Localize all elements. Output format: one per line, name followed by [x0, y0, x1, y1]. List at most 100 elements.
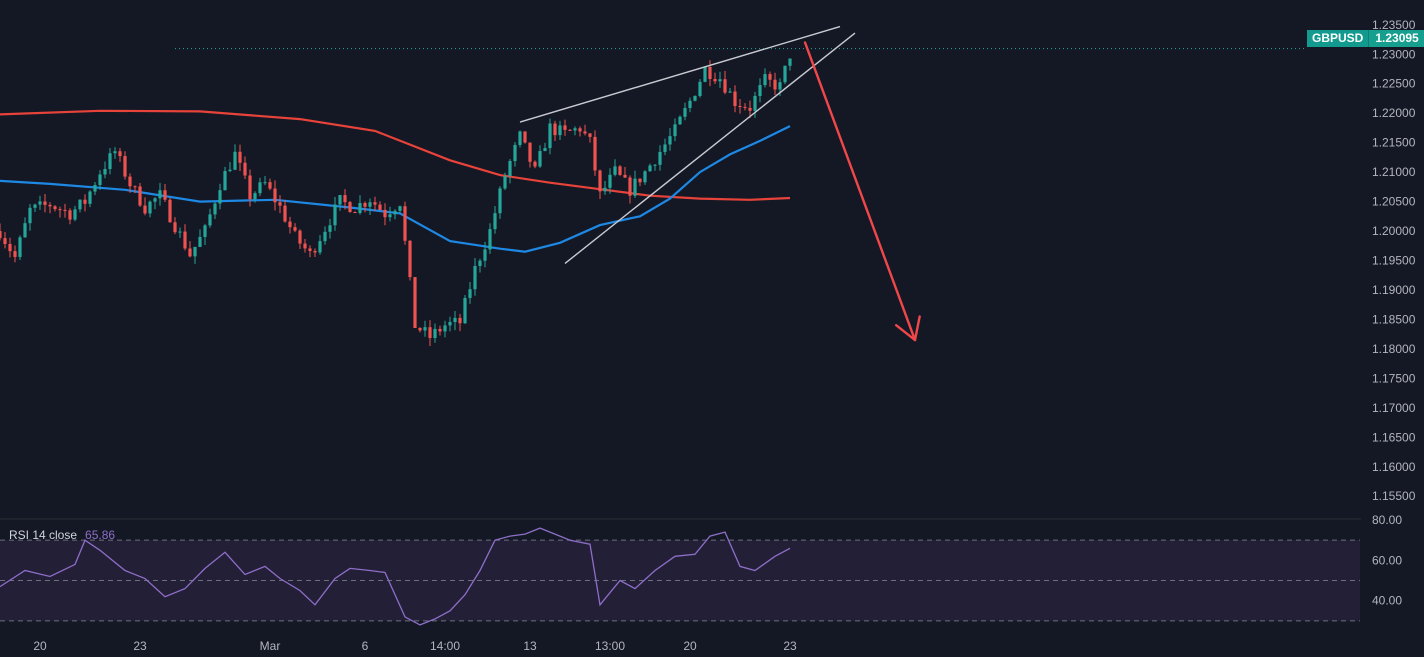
candle-body: [138, 186, 142, 206]
candle-body: [133, 186, 137, 188]
candle-body: [618, 166, 622, 175]
candle-body: [718, 79, 722, 82]
candle-body: [38, 201, 42, 205]
candle-body: [613, 166, 617, 175]
candle-body: [488, 229, 492, 250]
candle-body: [443, 325, 447, 332]
candle-body: [698, 81, 702, 96]
wedge-trendline: [564, 32, 856, 264]
candle-body: [218, 190, 222, 204]
candle-body: [773, 79, 777, 90]
candle-body: [23, 223, 27, 238]
candle-body: [753, 95, 757, 111]
candle-body: [623, 174, 627, 178]
rsi-legend-label: RSI 14 close: [9, 528, 78, 542]
moving-average-fast: [0, 125, 791, 253]
candle-body: [458, 317, 462, 324]
price-tick-label: 1.18000: [1372, 342, 1416, 356]
candle-body: [208, 214, 212, 226]
time-tick-label: 20: [683, 639, 697, 653]
candle-body: [363, 203, 367, 207]
candle-body: [573, 128, 577, 131]
candle-body: [163, 190, 167, 200]
candle-body: [663, 144, 667, 152]
candle-body: [13, 251, 17, 257]
candle-body: [708, 67, 712, 79]
candle-body: [648, 165, 652, 172]
candle-body: [338, 195, 342, 205]
candle-body: [583, 131, 587, 134]
price-tick-label: 1.15500: [1372, 489, 1416, 503]
candle-body: [528, 142, 532, 162]
candle-body: [493, 213, 497, 230]
candle-body: [783, 65, 787, 83]
candle-body: [763, 74, 767, 86]
candle-body: [263, 182, 267, 184]
candle-body: [313, 250, 317, 253]
candle-body: [678, 116, 682, 125]
candle-body: [253, 193, 257, 200]
candle-body: [88, 191, 92, 204]
candle-body: [523, 131, 527, 143]
rsi-line: [0, 527, 791, 626]
time-tick-label: 20: [33, 639, 47, 653]
candle-body: [768, 74, 772, 80]
candle-body: [8, 243, 12, 252]
candle-body: [28, 207, 32, 224]
candle-body: [743, 106, 747, 108]
candle-body: [248, 175, 252, 200]
candle-body: [3, 238, 7, 244]
moving-average-slow: [0, 109, 791, 201]
candle-body: [433, 328, 437, 339]
candle-body: [128, 176, 132, 187]
candle-body: [563, 125, 567, 130]
candle-body: [93, 184, 97, 192]
candle-body: [778, 82, 782, 90]
candle-body: [643, 171, 647, 183]
candle-body: [378, 204, 382, 210]
candle-body: [713, 78, 717, 82]
candle-body: [498, 188, 502, 214]
candle-body: [153, 198, 157, 202]
price-tick-label: 1.17000: [1372, 401, 1416, 415]
candle-body: [43, 201, 47, 205]
candle-body: [303, 243, 307, 249]
candle-body: [468, 289, 472, 298]
candle-body: [553, 123, 557, 136]
price-tick-label: 1.16500: [1372, 430, 1416, 444]
candle-body: [53, 206, 57, 210]
bearish-arrow-head: [894, 315, 921, 342]
price-tick-label: 1.21000: [1372, 165, 1416, 179]
price-tick-label: 1.19000: [1372, 283, 1416, 297]
candle-body: [758, 85, 762, 96]
price-tick-label: 1.20000: [1372, 224, 1416, 238]
candle-body: [298, 230, 302, 244]
candle-body: [413, 277, 417, 328]
candle-body: [388, 214, 392, 218]
time-tick-label: 23: [133, 639, 147, 653]
price-tick-label: 1.22000: [1372, 106, 1416, 120]
candle-body: [213, 203, 217, 215]
price-tick-label: 1.19500: [1372, 254, 1416, 268]
candle-body: [148, 201, 152, 214]
candle-body: [33, 204, 37, 208]
bearish-arrow-shaft: [803, 41, 917, 342]
candle-body: [653, 164, 657, 166]
price-tick-label: 1.23500: [1372, 18, 1416, 32]
wedge-trendline: [519, 25, 841, 123]
candle-body: [228, 169, 232, 172]
candle-body: [333, 204, 337, 226]
candle-body: [98, 174, 102, 185]
candle-body: [288, 221, 292, 228]
candle-body: [543, 148, 547, 152]
candle-body: [198, 236, 202, 247]
candle-body: [223, 171, 227, 191]
candle-body: [673, 124, 677, 137]
candle-body: [533, 161, 537, 167]
rsi-legend[interactable]: RSI 14 close 65.86: [9, 528, 115, 542]
candle-body: [63, 209, 67, 211]
candle-body: [483, 249, 487, 261]
candle-body: [348, 202, 352, 213]
